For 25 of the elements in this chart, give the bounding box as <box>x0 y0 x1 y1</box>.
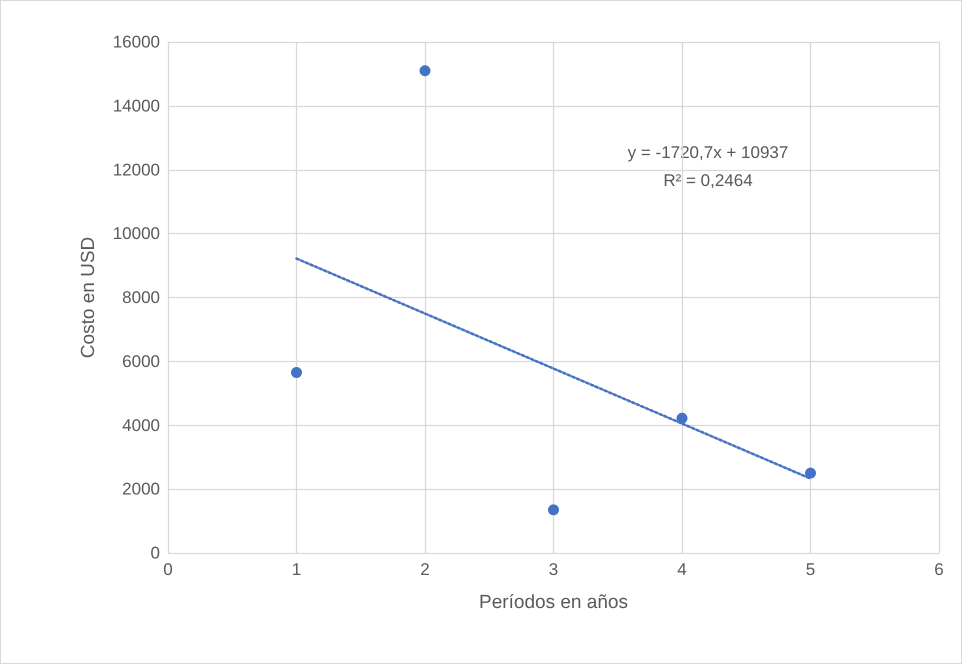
y-tick-label: 6000 <box>122 352 160 371</box>
point <box>291 367 302 378</box>
x-tick-label: 0 <box>163 560 173 579</box>
point <box>676 412 688 424</box>
y-tick-label: 14000 <box>112 96 160 116</box>
y-tick-label: 10000 <box>112 224 160 244</box>
x-tick-label: 5 <box>806 560 816 579</box>
y-tick-label: 16000 <box>112 32 160 52</box>
x-tick-label: 6 <box>934 560 944 579</box>
point <box>420 65 430 76</box>
y-tick-label: 4000 <box>122 416 160 435</box>
y-axis-title: Costo en USD <box>78 236 99 358</box>
x-tick-label: 3 <box>548 560 558 579</box>
annotation: y = -1720,7x + 10937 <box>628 143 788 162</box>
x-axis-title: Períodos en años <box>479 592 628 613</box>
x-tick-label: 4 <box>677 560 687 579</box>
y-tick-label: 2000 <box>122 480 160 499</box>
annotation: R² = 0,2464 <box>663 171 753 190</box>
x-tick-label: 1 <box>292 560 302 579</box>
y-tick-label: 0 <box>150 544 160 562</box>
y-tick-label: 12000 <box>112 160 160 180</box>
point <box>548 504 559 516</box>
point <box>805 468 816 479</box>
x-tick-label: 2 <box>420 560 430 579</box>
y-tick-label: 8000 <box>122 288 160 307</box>
